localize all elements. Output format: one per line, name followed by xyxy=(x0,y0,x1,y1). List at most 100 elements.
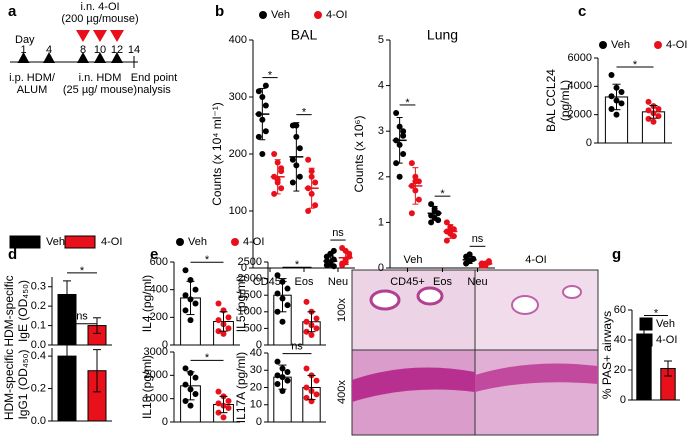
data-point xyxy=(279,318,286,325)
data-point xyxy=(284,368,291,375)
panel-label: b xyxy=(215,3,224,20)
data-point xyxy=(408,160,415,167)
y-axis-label: IL5 (pg/ml) xyxy=(234,275,248,332)
significance-label: * xyxy=(80,265,85,277)
data-point xyxy=(215,300,222,307)
timeline-text: i.n. 4-OI xyxy=(80,1,119,13)
data-point xyxy=(225,314,232,321)
y-tick-label: 2 xyxy=(378,171,384,183)
y-tick-label: 0 xyxy=(378,262,384,274)
x-tick-label: Neu xyxy=(467,276,487,288)
airway xyxy=(416,286,444,306)
data-point xyxy=(435,217,442,224)
y-axis-label: IL17A (pg/ml) xyxy=(234,352,248,423)
data-point xyxy=(182,307,189,314)
y-tick-label: 4 xyxy=(378,80,384,92)
legend-label: 4-OI xyxy=(656,334,677,346)
y-tick-label: 0 xyxy=(162,416,168,428)
day-number: 4 xyxy=(46,44,52,56)
y-tick-label: 1000 xyxy=(238,306,262,318)
data-point xyxy=(339,260,346,267)
significance-label: * xyxy=(295,259,300,271)
treatment-marker xyxy=(93,30,107,42)
day-number: 10 xyxy=(94,44,106,56)
legend-swatch xyxy=(64,235,96,249)
data-point xyxy=(655,113,662,120)
data-point xyxy=(274,290,281,297)
legend-label: 4-OI xyxy=(101,236,122,248)
y-tick-label: 0.2 xyxy=(31,300,46,312)
legend-label: 4-OI xyxy=(666,39,687,51)
legend-label: Veh xyxy=(656,318,675,330)
hdm-marker xyxy=(94,52,106,63)
data-point xyxy=(613,111,620,118)
panel-label: d xyxy=(8,246,17,263)
row-label: 400x xyxy=(336,380,348,404)
data-point xyxy=(645,115,652,122)
y-tick-label: 200 xyxy=(150,311,168,323)
y-axis-label: IL13 (pg/ml) xyxy=(140,355,154,419)
y-tick-label: 5 xyxy=(378,34,384,46)
panel-label: g xyxy=(612,246,621,263)
legend-label: Veh xyxy=(46,236,65,248)
data-point xyxy=(215,409,222,416)
y-tick-label: 0 xyxy=(256,339,262,351)
data-point xyxy=(313,391,320,398)
y-tick-label: 0 xyxy=(586,137,592,149)
data-point xyxy=(313,377,320,384)
hdm-marker xyxy=(43,52,55,63)
data-point xyxy=(408,210,415,217)
y-tick-label: 40 xyxy=(250,347,262,359)
data-point xyxy=(608,72,615,78)
data-point xyxy=(296,173,303,180)
data-point xyxy=(303,298,310,305)
data-point xyxy=(400,128,407,135)
x-tick-label: Neu xyxy=(328,276,348,288)
data-point xyxy=(262,82,269,89)
y-tick-label: 200 xyxy=(229,148,247,160)
image-4oi-400x xyxy=(474,349,599,436)
timeline-text: i.n. HDM xyxy=(79,72,122,84)
y-axis-label: HDM-specific xyxy=(2,349,16,420)
data-point xyxy=(312,179,319,186)
data-point xyxy=(192,286,199,293)
legend-swatch xyxy=(314,11,322,19)
y-tick-label: 1000 xyxy=(144,393,168,405)
row-label: 100x xyxy=(336,298,348,322)
y-tick-label: 400 xyxy=(229,34,247,46)
data-point xyxy=(303,384,310,391)
data-point xyxy=(274,381,281,388)
y-tick-label: 10 xyxy=(250,399,262,411)
data-point xyxy=(182,267,189,274)
data-point xyxy=(255,133,262,140)
y-axis-label: HDM-specific xyxy=(2,275,16,346)
significance-label: * xyxy=(302,107,307,119)
y-tick-label: 0.4 xyxy=(31,350,46,362)
significance-label: * xyxy=(205,254,210,266)
data-point xyxy=(330,263,337,270)
data-point xyxy=(215,328,222,335)
data-point xyxy=(220,414,227,421)
data-point xyxy=(346,253,353,260)
legend-swatch xyxy=(176,238,184,246)
day-number: 8 xyxy=(80,44,86,56)
data-point xyxy=(415,196,422,203)
data-point xyxy=(262,102,269,109)
panel-label: e xyxy=(150,246,158,263)
x-tick-label: CD45+ xyxy=(390,276,425,288)
data-point xyxy=(274,272,281,279)
y-tick-label: 0 xyxy=(162,339,168,351)
y-axis-label: Counts (x 10⁶) xyxy=(352,116,366,193)
data-point xyxy=(303,318,310,325)
data-point xyxy=(650,118,657,125)
data-point xyxy=(192,391,199,397)
treatment-marker xyxy=(110,30,124,42)
legend-label: 4-OI xyxy=(243,236,264,248)
y-tick-label: 0.0 xyxy=(31,415,46,427)
data-point xyxy=(289,156,296,163)
data-point xyxy=(289,179,296,186)
epithelium xyxy=(352,367,475,402)
y-tick-label: 300 xyxy=(229,91,247,103)
data-point xyxy=(303,365,310,372)
y-tick-label: 0.0 xyxy=(31,339,46,351)
